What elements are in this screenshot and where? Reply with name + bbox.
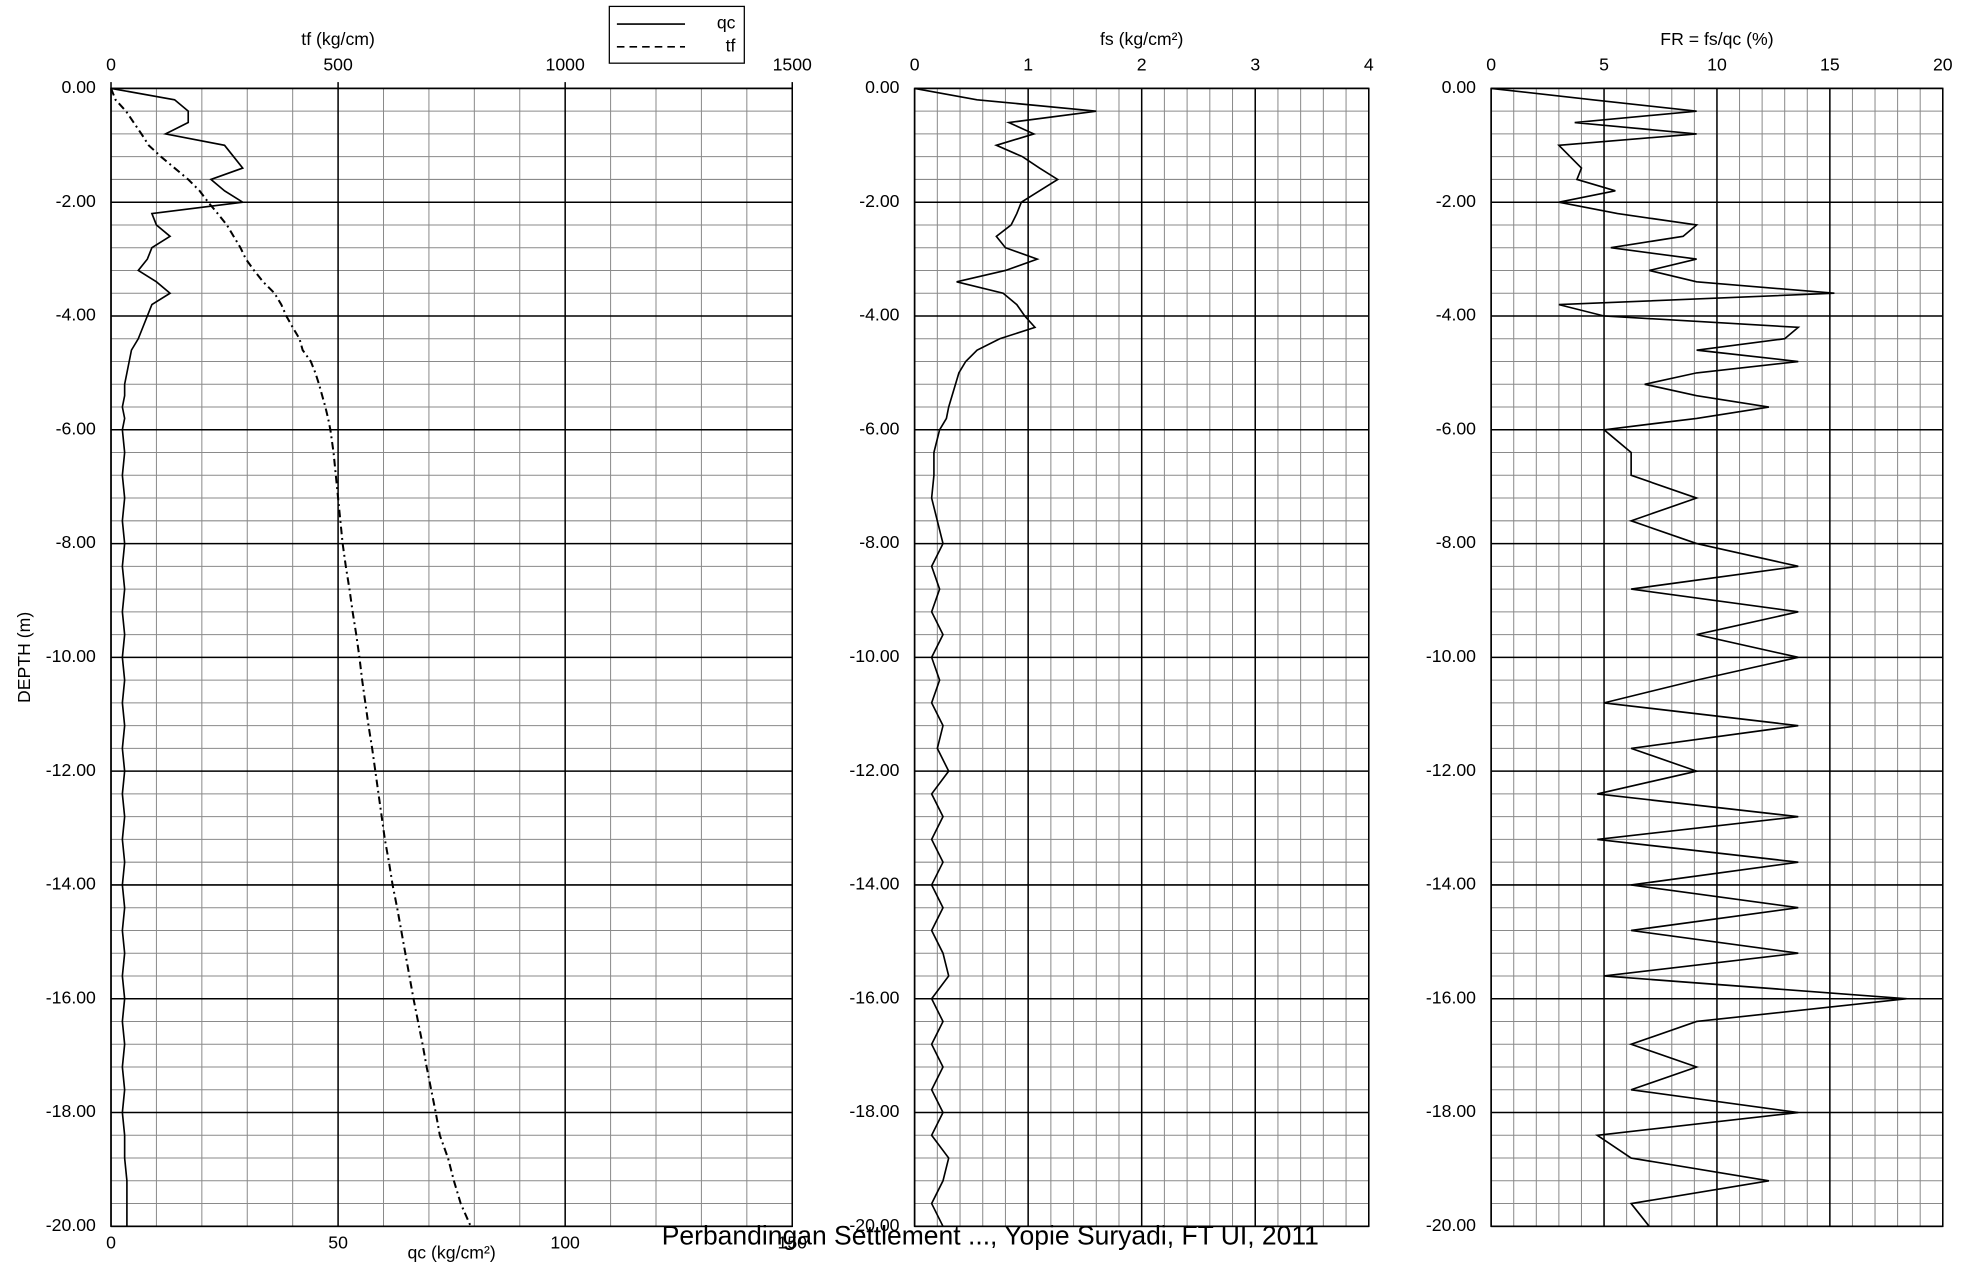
x-tick-label: 100 (550, 1233, 580, 1253)
x-axis-label: qc (kg/cm²) (407, 1243, 495, 1263)
y-axis-label: DEPTH (m) (14, 612, 34, 703)
x-tick-label: 1 (1023, 54, 1033, 74)
footer: Perbandingan Settlement ..., Yopie Surya… (662, 1221, 1319, 1251)
y-tick-label: -16.00 (46, 987, 96, 1007)
y-tick-label: -6.00 (1436, 418, 1476, 438)
y-tick-label: -14.00 (46, 874, 96, 894)
x-tick-label: 150 (778, 1233, 808, 1253)
y-tick-label: 0.00 (865, 77, 900, 97)
y-tick-label: -16.00 (1426, 987, 1476, 1007)
y-tick-label: -10.00 (46, 646, 96, 666)
y-tick-label: -14.00 (1426, 874, 1476, 894)
y-tick-label: -14.00 (849, 874, 899, 894)
chart: Perbandingan Settlement ..., Yopie Surya… (0, 0, 1968, 1263)
y-tick-label: -6.00 (56, 418, 96, 438)
x-tick-label: 2 (1137, 54, 1147, 74)
x2-tick-label: 1500 (773, 54, 812, 74)
y-tick-label: 0.00 (1442, 77, 1477, 97)
x-tick-label: 5 (1599, 54, 1609, 74)
y-tick-label: -12.00 (46, 760, 96, 780)
x-tick-label: 0 (910, 54, 920, 74)
y-tick-label: -20.00 (46, 1215, 96, 1235)
x2-tick-label: 0 (106, 54, 116, 74)
y-tick-label: -20.00 (849, 1215, 899, 1235)
y-tick-label: -8.00 (859, 532, 899, 552)
x-tick-label: 10 (1707, 54, 1727, 74)
y-tick-label: -18.00 (1426, 1101, 1476, 1121)
y-tick-label: -2.00 (56, 191, 96, 211)
x-tick-label: 3 (1250, 54, 1260, 74)
x-tick-label: 20 (1933, 54, 1953, 74)
y-tick-label: -12.00 (1426, 760, 1476, 780)
x2-tick-label: 500 (323, 54, 353, 74)
x-axis-label: FR = fs/qc (%) (1660, 29, 1773, 49)
y-tick-label: -18.00 (849, 1101, 899, 1121)
y-tick-label: -12.00 (849, 760, 899, 780)
x-tick-label: 0 (1486, 54, 1496, 74)
page: {"chart_data": [ {"type": "line", "xlabe… (0, 0, 1968, 1263)
x2-axis-label: tf (kg/cm) (301, 29, 375, 49)
y-tick-label: -2.00 (859, 191, 899, 211)
y-tick-label: -4.00 (1436, 305, 1476, 325)
y-tick-label: -16.00 (849, 987, 899, 1007)
y-tick-label: -4.00 (859, 305, 899, 325)
y-tick-label: -4.00 (56, 305, 96, 325)
y-tick-label: -8.00 (56, 532, 96, 552)
x-tick-label: 0 (106, 1233, 116, 1253)
legend-label: qc (717, 13, 736, 33)
y-tick-label: -10.00 (849, 646, 899, 666)
y-tick-label: 0.00 (62, 77, 97, 97)
x-tick-label: 50 (328, 1233, 348, 1253)
legend-label: tf (726, 35, 736, 55)
y-tick-label: -6.00 (859, 418, 899, 438)
x2-tick-label: 1000 (546, 54, 585, 74)
y-tick-label: -18.00 (46, 1101, 96, 1121)
y-tick-label: -2.00 (1436, 191, 1476, 211)
y-tick-label: -10.00 (1426, 646, 1476, 666)
y-tick-label: -8.00 (1436, 532, 1476, 552)
x-axis-label: fs (kg/cm²) (1100, 29, 1183, 49)
x-tick-label: 15 (1820, 54, 1840, 74)
y-tick-label: -20.00 (1426, 1215, 1476, 1235)
x-tick-label: 4 (1364, 54, 1374, 74)
